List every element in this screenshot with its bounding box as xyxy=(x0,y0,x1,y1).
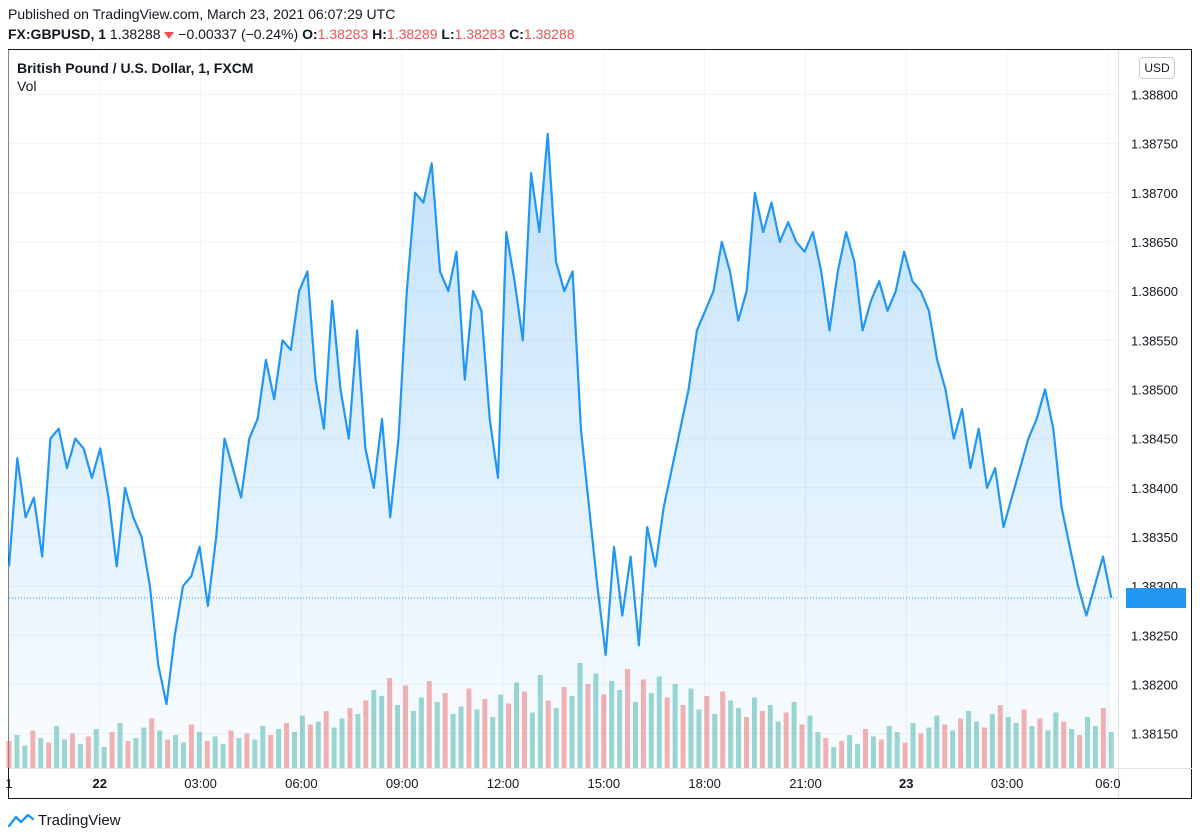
published-caption: Published on TradingView.com, March 23, … xyxy=(8,6,396,22)
close-label: C: xyxy=(509,26,524,42)
currency-button[interactable]: USD xyxy=(1139,57,1175,79)
chart-legend-title: British Pound / U.S. Dollar, 1, FXCM xyxy=(17,60,254,76)
close-value: 1.38288 xyxy=(523,26,575,42)
price-change: −0.00337 (−0.24%) xyxy=(178,26,299,42)
chart-legend-vol: Vol xyxy=(17,78,37,94)
open-label: O: xyxy=(302,26,318,42)
ohlc-bar: FX:GBPUSD, 1 1.38288 −0.00337 (−0.24%) O… xyxy=(8,26,575,42)
footer-brand-text: TradingView xyxy=(38,811,121,829)
last-price-label xyxy=(1126,587,1186,608)
high-label: H: xyxy=(372,26,387,42)
symbol-label: FX:GBPUSD, 1 xyxy=(8,26,107,42)
down-triangle-icon xyxy=(164,31,175,39)
footer-brand[interactable]: TradingView xyxy=(8,808,121,832)
low-label: L: xyxy=(441,26,455,42)
low-value: 1.38283 xyxy=(454,26,506,42)
open-value: 1.38283 xyxy=(317,26,369,42)
chart-frame[interactable] xyxy=(8,49,1192,799)
last-price: 1.38288 xyxy=(109,26,161,42)
tradingview-logo-icon xyxy=(8,813,34,828)
high-value: 1.38289 xyxy=(386,26,438,42)
